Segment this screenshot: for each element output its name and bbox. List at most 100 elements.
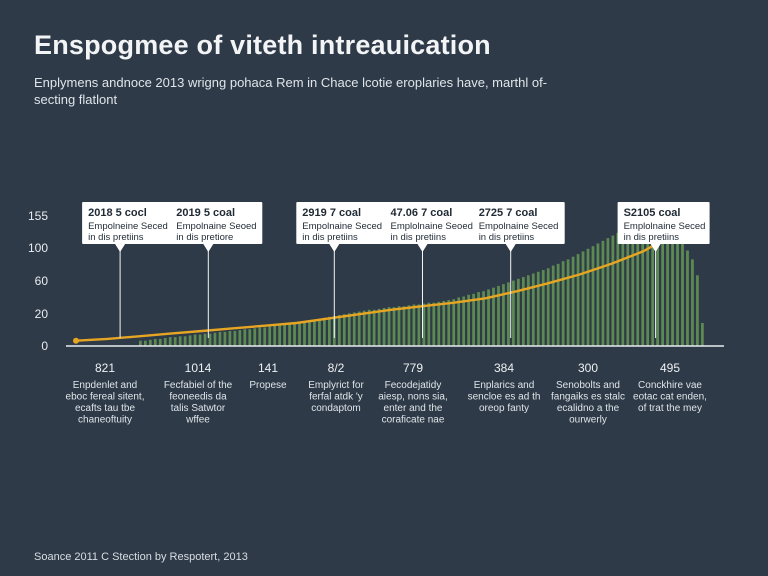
bar bbox=[591, 246, 595, 346]
bar bbox=[139, 340, 142, 346]
x-tick-label: 384 bbox=[494, 361, 514, 375]
callout-text: Emplolnaine Seoed bbox=[391, 221, 473, 232]
source-note: Soance 2011 C Stection by Respotert, 201… bbox=[34, 551, 248, 563]
bar bbox=[407, 305, 411, 346]
bar bbox=[621, 229, 625, 346]
bar bbox=[318, 318, 321, 346]
category-description: eotac cat enden, bbox=[633, 392, 707, 403]
axis-layer: 155 100 60 20 0 bbox=[28, 209, 724, 353]
bar bbox=[536, 271, 540, 346]
trend-line-start-dot bbox=[73, 337, 79, 344]
bar bbox=[148, 339, 152, 346]
callout-title: 2725 7 coal bbox=[479, 207, 538, 219]
category-description: ecafts tau tbe bbox=[75, 403, 135, 414]
category-description: Conckhire vae bbox=[638, 380, 702, 391]
bar bbox=[268, 326, 272, 346]
bar bbox=[258, 327, 262, 346]
category-description: aiesp, nons sia, bbox=[378, 392, 448, 403]
bar bbox=[193, 334, 197, 346]
callout-text: Empolneine Seced bbox=[88, 221, 168, 232]
bar bbox=[576, 254, 580, 346]
category-description: Emplyrict for bbox=[308, 380, 364, 391]
bar bbox=[367, 309, 371, 346]
bar bbox=[661, 224, 664, 346]
bar bbox=[457, 297, 461, 346]
bar bbox=[581, 251, 585, 346]
x-tick-label: 8/2 bbox=[328, 361, 345, 375]
bar bbox=[447, 300, 451, 346]
bar bbox=[502, 284, 505, 346]
bar bbox=[238, 330, 242, 346]
bar bbox=[183, 336, 187, 346]
bar bbox=[337, 315, 341, 346]
bar bbox=[397, 306, 401, 346]
callout-box bbox=[82, 202, 175, 244]
callout-text: Empolnaine Seoed bbox=[176, 221, 256, 232]
bar bbox=[253, 328, 257, 346]
bar bbox=[462, 296, 466, 346]
callout-box bbox=[384, 202, 477, 244]
bar bbox=[342, 314, 346, 346]
bar bbox=[696, 275, 699, 346]
category-description: enter and the bbox=[384, 403, 443, 414]
callout-text: in dis pretiins bbox=[479, 232, 535, 243]
bar bbox=[596, 243, 600, 346]
bar bbox=[541, 269, 545, 346]
bar bbox=[352, 312, 356, 346]
bar bbox=[606, 238, 610, 346]
bar bbox=[402, 306, 406, 346]
y-tick-label: 155 bbox=[28, 209, 48, 223]
bar bbox=[571, 256, 575, 346]
category-description: oreop fanty bbox=[479, 403, 529, 414]
x-tick-label: 779 bbox=[403, 361, 423, 375]
callout-title: 47.06 7 coal bbox=[391, 207, 453, 219]
bar bbox=[228, 330, 232, 346]
bar bbox=[163, 338, 167, 346]
bar bbox=[203, 333, 207, 346]
bar bbox=[467, 294, 470, 346]
bars-layer bbox=[139, 216, 704, 346]
bar bbox=[198, 334, 202, 346]
category-description: Senobolts and bbox=[556, 380, 620, 391]
bar bbox=[482, 291, 485, 346]
bar bbox=[168, 337, 172, 346]
bar bbox=[323, 317, 326, 346]
bar bbox=[676, 231, 679, 346]
bar bbox=[531, 273, 535, 346]
callout-box bbox=[170, 202, 263, 244]
y-tick-label: 0 bbox=[41, 339, 48, 353]
bar bbox=[158, 338, 162, 346]
bar bbox=[357, 311, 361, 346]
bar bbox=[278, 324, 281, 346]
bar bbox=[372, 309, 376, 346]
bar bbox=[666, 228, 669, 346]
bar bbox=[293, 323, 296, 346]
bar bbox=[566, 259, 570, 346]
bar bbox=[243, 329, 247, 346]
bar bbox=[521, 277, 525, 346]
bar bbox=[601, 240, 605, 346]
category-description: fangaiks es stalc bbox=[551, 392, 625, 403]
callout-title: 2019 5 coal bbox=[176, 207, 235, 219]
x-tick-label: 1014 bbox=[185, 361, 212, 375]
callout-title: 2018 5 cocl bbox=[88, 207, 147, 219]
callout-text: in dis pretiins bbox=[302, 232, 358, 243]
category-description: wffee bbox=[185, 415, 210, 426]
bar bbox=[487, 289, 490, 346]
category-description: eboc fereal sitent, bbox=[66, 392, 145, 403]
bar bbox=[437, 301, 441, 346]
bar bbox=[178, 336, 182, 346]
category-description: feoneedis da bbox=[169, 392, 227, 403]
bar bbox=[656, 221, 659, 346]
bar bbox=[526, 275, 530, 346]
bar bbox=[328, 316, 331, 346]
category-description: Propese bbox=[249, 380, 287, 391]
bar bbox=[651, 216, 655, 346]
chart-title: Enspogmee of viteth intreauication bbox=[34, 30, 491, 60]
